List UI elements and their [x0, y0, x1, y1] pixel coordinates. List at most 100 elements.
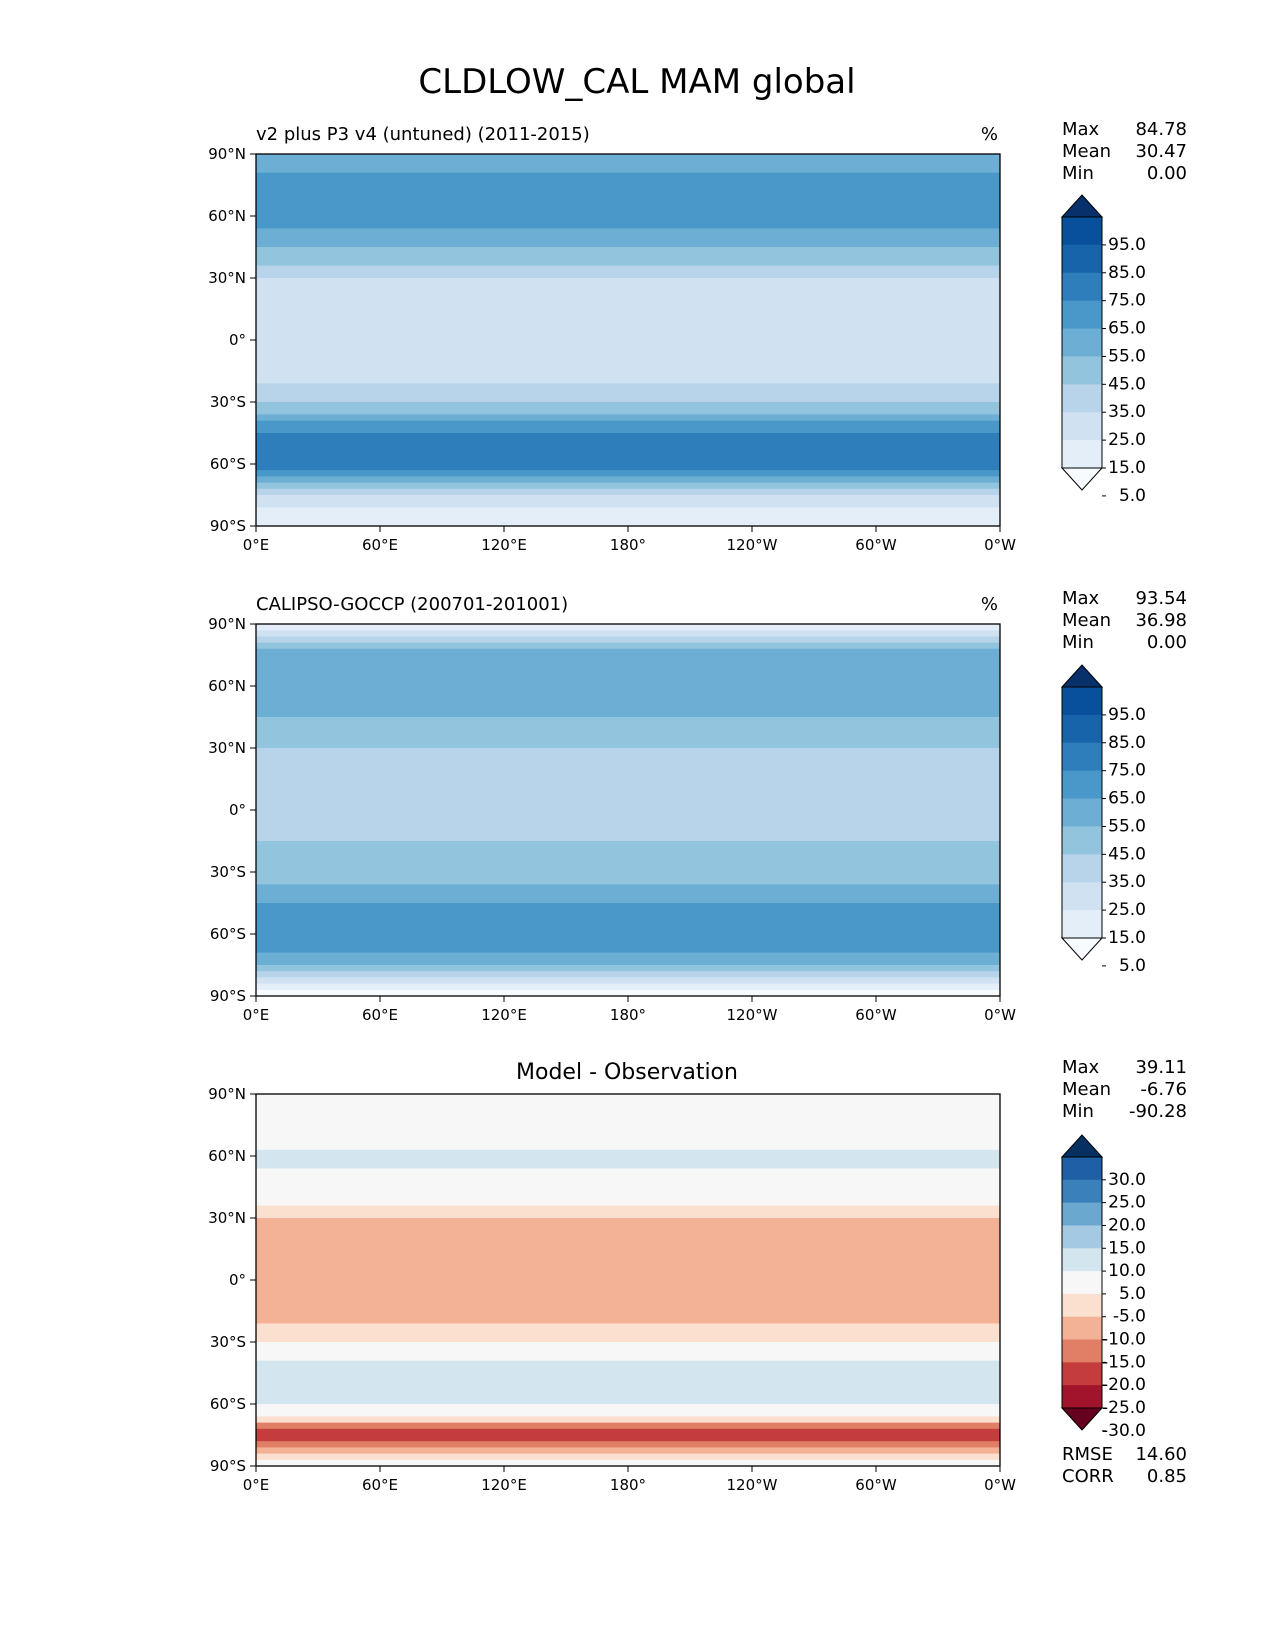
field-band: [256, 488, 1000, 496]
stat-mean-value: 30.47: [1135, 141, 1187, 162]
field-band: [256, 828, 1000, 836]
field-band: [256, 222, 1000, 229]
stat-min-value: 0.00: [1147, 632, 1187, 653]
field-band: [256, 1416, 1000, 1424]
x-tick-label: 60°W: [855, 1476, 897, 1494]
field-band: [256, 965, 1000, 972]
field-band: [256, 1118, 1000, 1126]
colorbar-swatch: [1062, 217, 1102, 246]
y-axis: 90°N 60°N 30°N 0° 30°S 60°S 90°S: [208, 1085, 256, 1475]
x-tick-label: 60°E: [362, 1006, 398, 1024]
field-band: [256, 1174, 1000, 1182]
colorbar-level-label: 95.0: [1108, 705, 1146, 725]
field-band: [256, 896, 1000, 904]
field-band: [256, 872, 1000, 879]
field-band: [256, 704, 1000, 712]
field-band: [256, 822, 1000, 830]
field-band: [256, 1447, 1000, 1455]
field-band: [256, 247, 1000, 254]
panel-difference: Model - Observation 0°E 60°E 120°E 180° 120°…: [208, 1057, 1187, 1494]
colorbar-swatch: [1062, 742, 1102, 772]
y-tick-label: 60°N: [208, 677, 246, 695]
field-band: [256, 464, 1000, 471]
y-tick-label: 60°S: [210, 1395, 246, 1413]
colorbar-swatch: [1062, 687, 1102, 716]
field-band: [256, 420, 1000, 428]
colorbar-level-label: -25.0: [1102, 1398, 1146, 1418]
field-band: [256, 1162, 1000, 1169]
field-band: [256, 1404, 1000, 1411]
colorbar-swatch: [1062, 1339, 1102, 1363]
field-band: [256, 519, 1000, 527]
stat-min-value: -90.28: [1129, 1101, 1187, 1122]
colorbar-level-label: 45.0: [1108, 844, 1146, 864]
map-area: [255, 153, 1001, 527]
field-band: [256, 934, 1000, 941]
field-band: [256, 717, 1000, 724]
field-band: [256, 1373, 1000, 1380]
field-band: [256, 661, 1000, 668]
colorbar-level-label: 15.0: [1108, 458, 1146, 478]
field-band: [256, 710, 1000, 718]
field-band: [256, 735, 1000, 743]
colorbar-swatch: [1062, 412, 1102, 441]
y-tick-label: 0°: [229, 1271, 246, 1289]
panel-observation: CALIPSO-GOCCP (200701-201001) % 0°E 60°E 1…: [208, 588, 1187, 1024]
field-band: [256, 1410, 1000, 1417]
x-tick-label: 0°W: [984, 536, 1016, 554]
field-band: [256, 983, 1000, 991]
panel-title: v2 plus P3 v4 (untuned) (2011-2015): [256, 124, 590, 145]
field-band: [256, 816, 1000, 823]
field-band: [256, 228, 1000, 236]
y-tick-label: 90°N: [208, 615, 246, 633]
colorbar-swatch: [1062, 1225, 1102, 1249]
panel-units: %: [981, 594, 998, 615]
stat-min-value: 0.00: [1147, 163, 1187, 184]
field-band: [256, 723, 1000, 730]
field-band: [256, 389, 1000, 397]
colorbar-swatch: [1062, 272, 1102, 302]
field-band: [256, 1137, 1000, 1145]
colorbar: 95.0 85.0 75.0 65.0 55.0 45.0 35.0 25.0 15.0 5.0: [1060, 194, 1146, 506]
colorbar-level-label: 25.0: [1108, 900, 1146, 920]
colorbar-level-label: 35.0: [1108, 402, 1146, 422]
colorbar-swatch: [1062, 328, 1102, 357]
field-band: [256, 624, 1000, 631]
field-band: [256, 178, 1000, 186]
field-band: [256, 655, 1000, 662]
field-band: [256, 209, 1000, 217]
field-band: [256, 1156, 1000, 1163]
field-band: [256, 785, 1000, 792]
field-band: [256, 309, 1000, 316]
field-band: [256, 1385, 1000, 1393]
x-tick-label: 120°E: [481, 1006, 527, 1024]
colorbar-extend-min: [1060, 1407, 1104, 1431]
field-band: [256, 909, 1000, 916]
y-axis: 90°N 60°N 30°N 0° 30°S 60°S 90°S: [208, 615, 256, 1005]
y-tick-label: 90°N: [208, 1085, 246, 1103]
panel-title: CALIPSO-GOCCP (200701-201001): [256, 594, 568, 615]
stat-max-value: 84.78: [1135, 119, 1187, 140]
field-band: [256, 408, 1000, 415]
y-tick-label: 90°S: [210, 1457, 246, 1475]
field-band: [256, 371, 1000, 378]
y-tick-label: 90°S: [210, 987, 246, 1005]
colorbar-level-label: 15.0: [1108, 1238, 1146, 1258]
y-tick-label: 60°S: [210, 455, 246, 473]
field-band: [256, 1292, 1000, 1300]
colorbar-level-label: 55.0: [1108, 346, 1146, 366]
colorbar-level-label: 5.0: [1119, 956, 1146, 976]
field-band: [256, 841, 1000, 848]
field-band: [256, 470, 1000, 477]
field-band: [256, 642, 1000, 650]
field-band: [256, 791, 1000, 799]
field-band: [256, 315, 1000, 322]
stat-max-value: 39.11: [1135, 1057, 1187, 1078]
colorbar-swatch: [1062, 356, 1102, 385]
field-band: [256, 240, 1000, 248]
colorbar-swatch: [1062, 910, 1102, 939]
field-band: [256, 495, 1000, 502]
field-band: [256, 1459, 1000, 1467]
field-band: [256, 1348, 1000, 1355]
